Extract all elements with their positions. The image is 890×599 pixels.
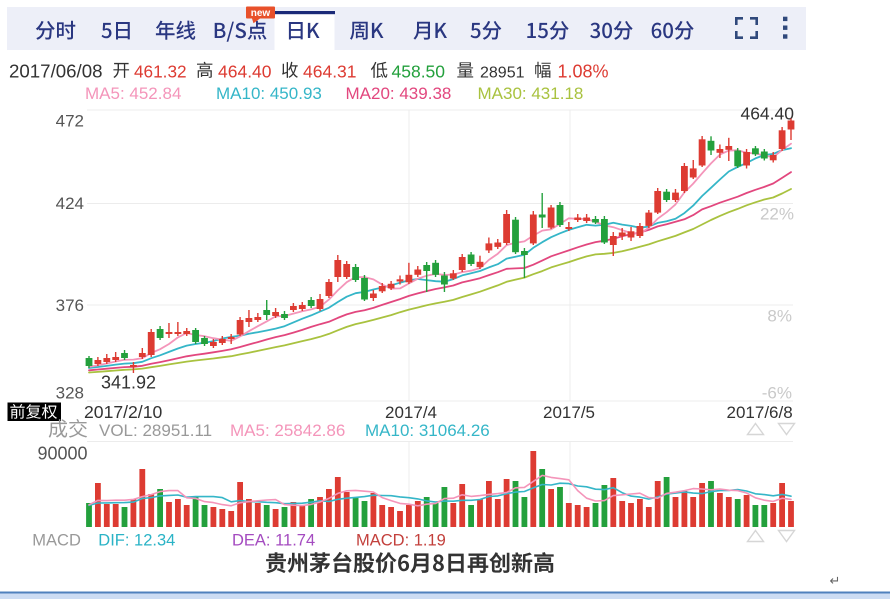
svg-text:-6%: -6% [762, 384, 792, 403]
svg-text:1.08%: 1.08% [558, 61, 609, 81]
svg-text:MA5: 452.84: MA5: 452.84 [85, 84, 181, 103]
svg-text:22%: 22% [760, 205, 794, 224]
svg-text:2017/2/10: 2017/2/10 [84, 402, 162, 422]
svg-text:2017/5: 2017/5 [543, 403, 595, 422]
svg-text:424: 424 [56, 194, 84, 213]
svg-text:8%: 8% [767, 307, 792, 326]
svg-text:376: 376 [56, 296, 84, 315]
svg-text:MACD: 1.19: MACD: 1.19 [356, 532, 446, 550]
svg-text:28951: 28951 [480, 64, 525, 81]
svg-text:2017/06/08: 2017/06/08 [9, 60, 103, 81]
svg-text:VOL: 28951.11: VOL: 28951.11 [99, 421, 212, 440]
svg-text:MA20: 439.38: MA20: 439.38 [346, 84, 452, 103]
svg-text:DIF: 12.34: DIF: 12.34 [98, 532, 175, 550]
svg-text:DEA: 11.74: DEA: 11.74 [232, 532, 315, 550]
svg-text:461.32: 461.32 [134, 61, 187, 81]
svg-text:2017/4: 2017/4 [385, 403, 437, 422]
svg-text:MA5: 25842.86: MA5: 25842.86 [230, 421, 345, 440]
svg-text:↵: ↵ [830, 573, 841, 588]
svg-text:464.31: 464.31 [303, 61, 357, 81]
svg-text:341.92: 341.92 [101, 373, 156, 393]
svg-text:new: new [251, 8, 271, 19]
svg-text:2017/6/8: 2017/6/8 [727, 403, 793, 422]
svg-text:MA10: 31064.26: MA10: 31064.26 [365, 421, 490, 440]
svg-text:328: 328 [56, 384, 84, 403]
svg-text:MA10: 450.93: MA10: 450.93 [216, 84, 322, 103]
svg-text:458.50: 458.50 [392, 61, 446, 81]
svg-text:464.40: 464.40 [218, 61, 272, 81]
svg-text:MA30: 431.18: MA30: 431.18 [478, 84, 584, 103]
svg-text:MACD: MACD [32, 532, 81, 550]
svg-text:472: 472 [56, 112, 84, 131]
svg-text:464.40: 464.40 [740, 104, 794, 124]
svg-text:90000: 90000 [37, 444, 87, 464]
